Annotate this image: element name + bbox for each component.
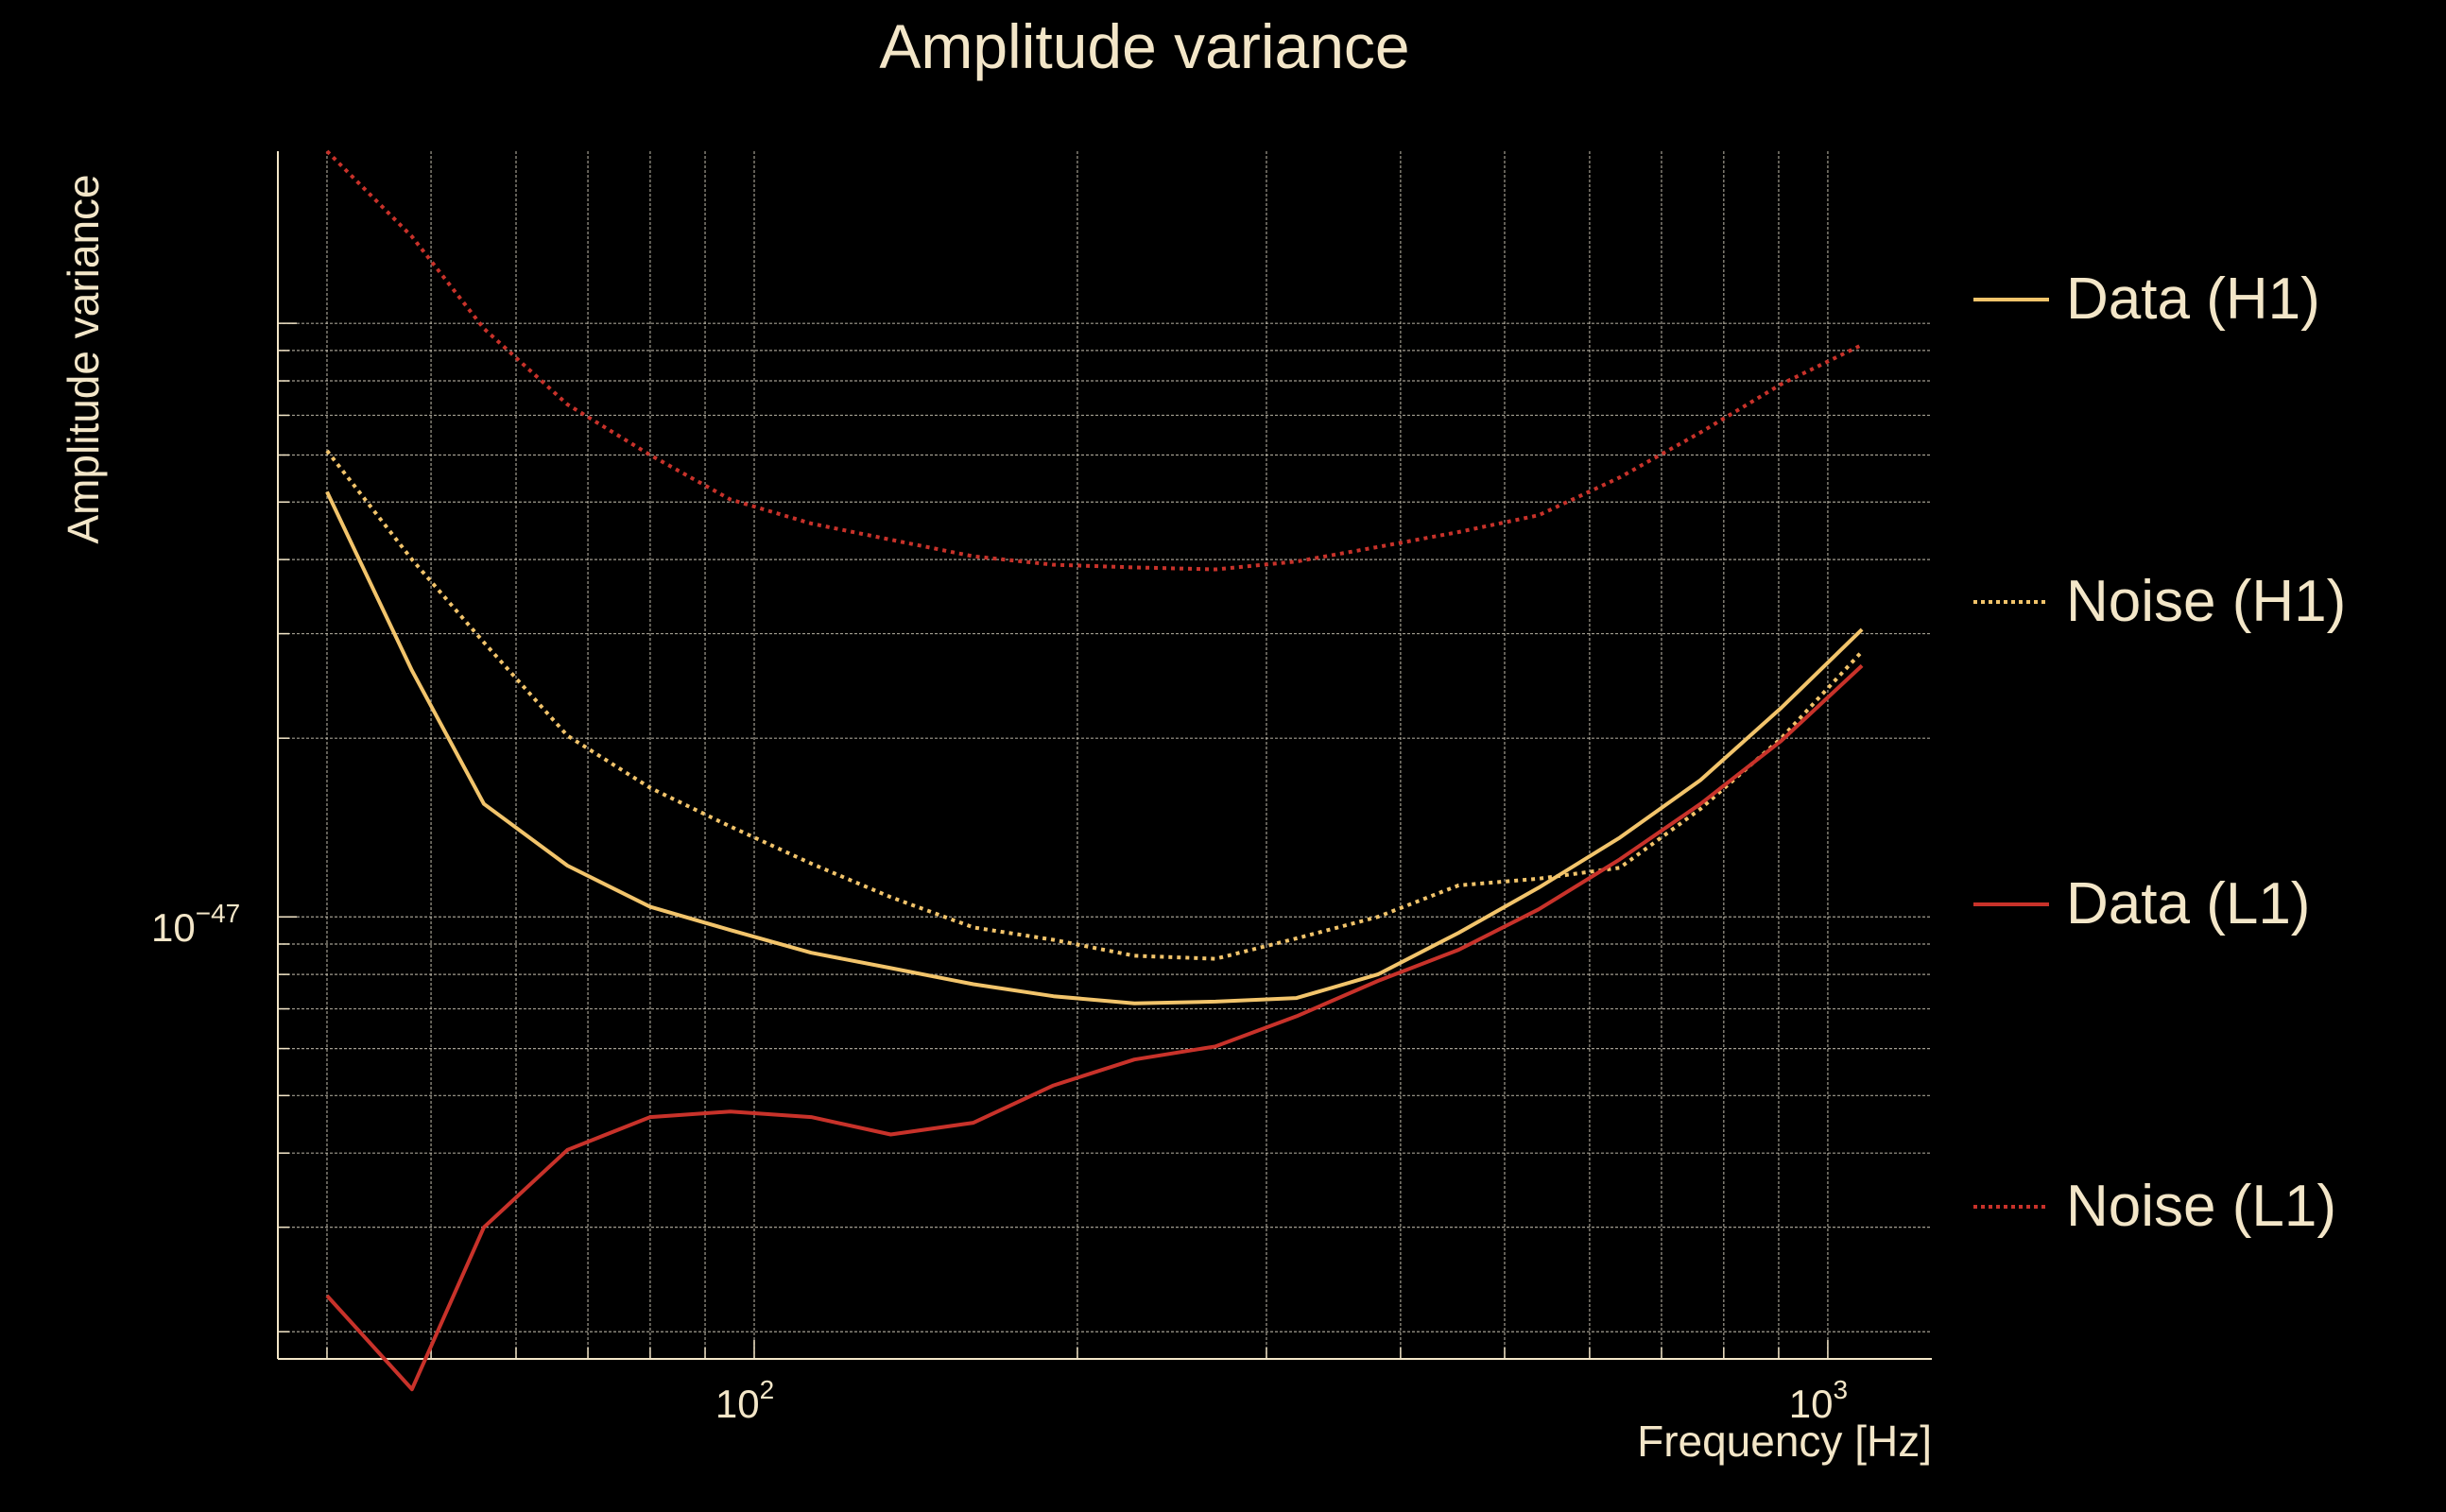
series-line-noise-l1 bbox=[325, 149, 1863, 572]
legend-label-data-l1: Data (L1) bbox=[2066, 871, 2310, 936]
x-tick-label: 102 bbox=[715, 1375, 774, 1426]
legend-label-data-h1: Data (H1) bbox=[2066, 266, 2320, 332]
x-tick-label: 103 bbox=[1789, 1375, 1848, 1426]
series-line-data-h1 bbox=[325, 490, 1864, 1005]
legend-label-noise-h1: Noise (H1) bbox=[2066, 569, 2346, 634]
series-line-noise-h1 bbox=[325, 449, 1864, 961]
series-line-data-l1 bbox=[325, 663, 1864, 1392]
x-axis-label: Frequency [Hz] bbox=[1637, 1417, 1932, 1466]
y-tick-label: 10−47 bbox=[151, 899, 240, 950]
y-axis-label: Amplitude variance bbox=[59, 174, 108, 543]
grid bbox=[278, 151, 1932, 1359]
legend: Data (H1) Noise (H1) Data (L1) Noise (L1) bbox=[1973, 266, 2346, 1239]
series-group bbox=[325, 149, 1864, 1392]
axes: 102 103 10−47 bbox=[151, 151, 1932, 1426]
legend-label-noise-l1: Noise (L1) bbox=[2066, 1174, 2336, 1239]
chart-title: Amplitude variance bbox=[879, 11, 1409, 81]
